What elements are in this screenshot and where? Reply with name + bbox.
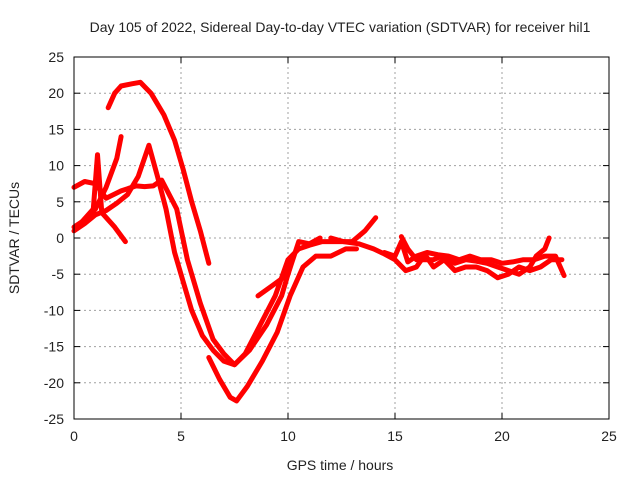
y-tick-label: -15 bbox=[44, 339, 64, 355]
y-tick-label: -25 bbox=[44, 411, 64, 427]
series-arc-5 bbox=[77, 152, 128, 245]
x-tick-label: 5 bbox=[177, 428, 185, 444]
y-tick-label: -10 bbox=[44, 302, 64, 318]
y-tick-label: 10 bbox=[48, 158, 64, 174]
axis-ticks: 0 5 10 15 20 25 -25 -20 -15 -10 -5 0 5 10 15 20 25 bbox=[44, 49, 617, 444]
x-tick-label: 25 bbox=[601, 428, 617, 444]
x-axis-label: GPS time / hours bbox=[287, 457, 394, 473]
x-tick-label: 15 bbox=[387, 428, 403, 444]
y-tick-label: 0 bbox=[56, 230, 64, 246]
series-layer bbox=[71, 79, 567, 404]
y-tick-label: -20 bbox=[44, 375, 64, 391]
y-tick-label: 5 bbox=[56, 194, 64, 210]
grid bbox=[74, 57, 609, 419]
series-arc-10 bbox=[398, 234, 552, 277]
y-tick-label: -5 bbox=[52, 266, 65, 282]
series-arc-1 bbox=[105, 79, 212, 266]
series-arc-4 bbox=[71, 142, 293, 368]
chart-title: Day 105 of 2022, Sidereal Day-to-day VTE… bbox=[90, 19, 591, 35]
y-tick-label: 25 bbox=[48, 49, 64, 65]
series-arc-2 bbox=[71, 177, 379, 368]
y-axis-label: SDTVAR / TECUs bbox=[6, 182, 22, 294]
series-arc-6 bbox=[206, 246, 359, 404]
x-tick-label: 10 bbox=[280, 428, 296, 444]
y-tick-label: 20 bbox=[48, 85, 64, 101]
x-tick-label: 0 bbox=[70, 428, 78, 444]
series-arc-7 bbox=[255, 235, 323, 299]
y-tick-label: 15 bbox=[48, 121, 64, 137]
x-tick-label: 20 bbox=[494, 428, 510, 444]
plot-frame bbox=[73, 56, 610, 420]
